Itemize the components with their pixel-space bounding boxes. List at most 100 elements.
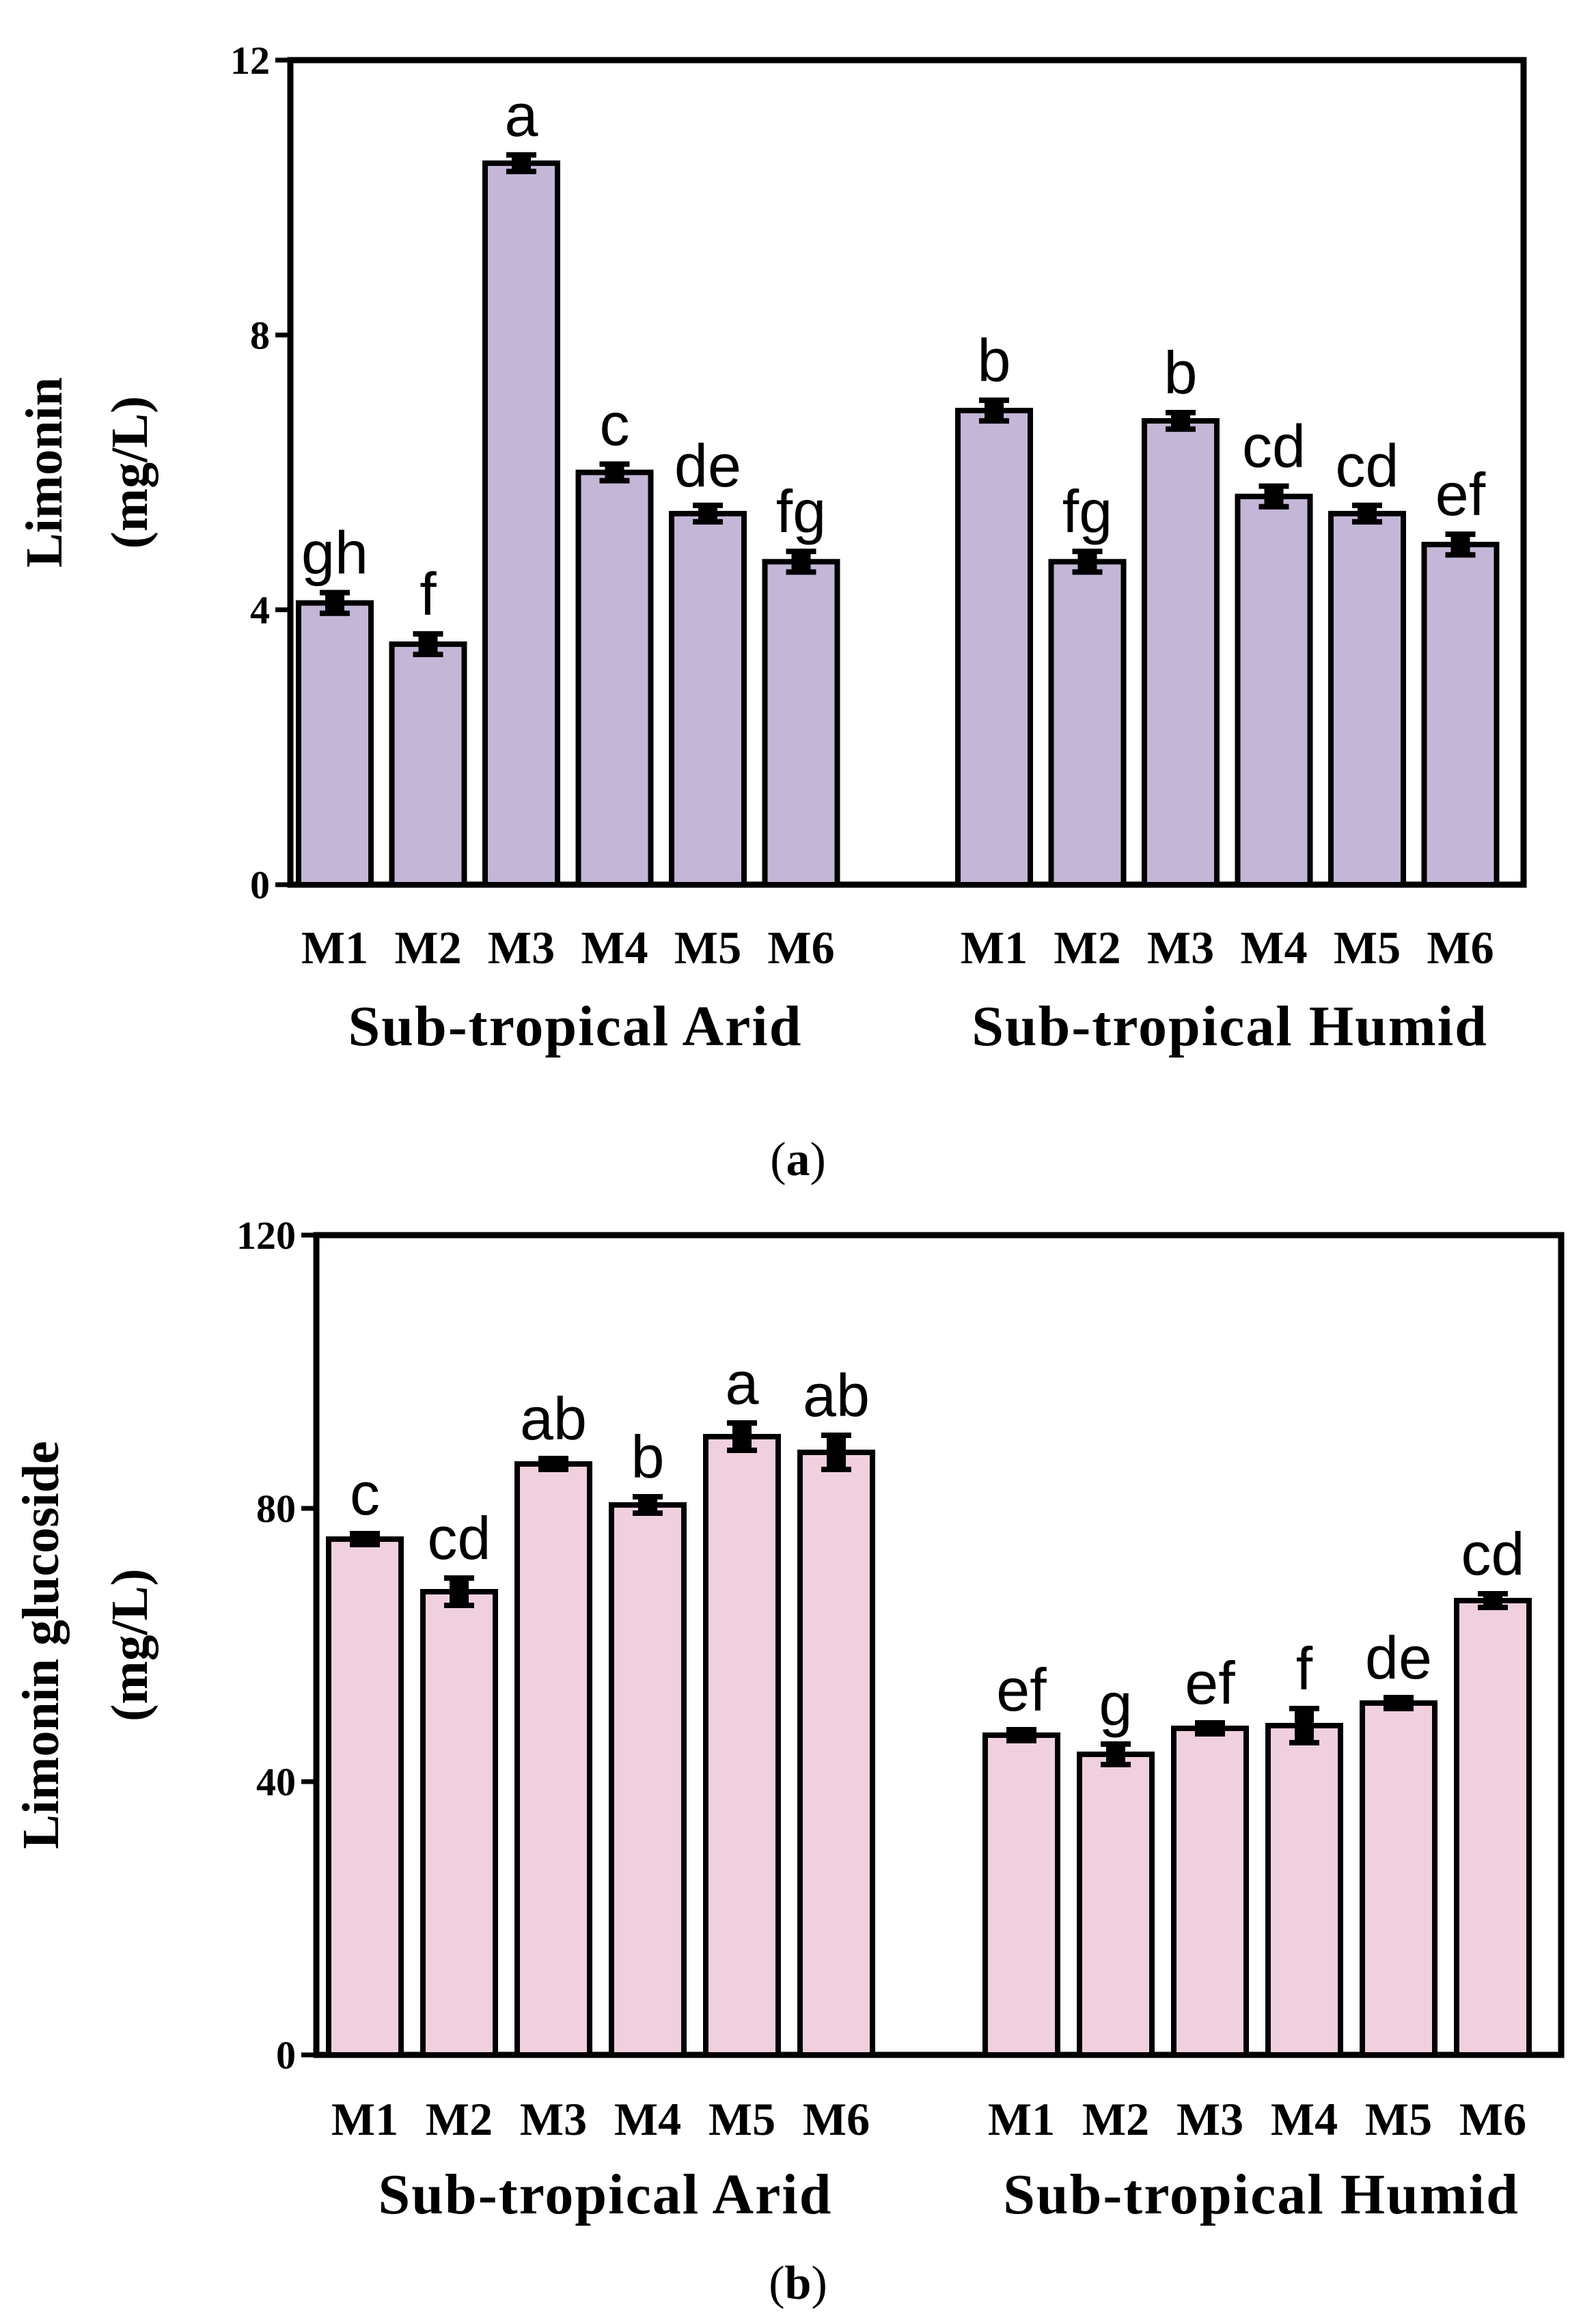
error-marker [512, 153, 531, 173]
bar [762, 559, 840, 888]
error-marker [698, 503, 717, 523]
significance-letter: ab [803, 1362, 870, 1429]
x-category-label: M5 [1334, 922, 1401, 973]
bar [797, 1450, 875, 2058]
x-category-label: M4 [1271, 2093, 1338, 2145]
x-category-label: M1 [331, 2093, 398, 2145]
significance-letter: b [978, 327, 1011, 394]
significance-letter: f [419, 560, 437, 628]
bar [514, 1461, 592, 2058]
bar [982, 1732, 1060, 2058]
bar [1171, 1726, 1249, 2058]
bar [1142, 418, 1220, 887]
error-marker [418, 632, 438, 656]
x-category-label: M3 [1177, 2093, 1243, 2145]
bar [1048, 559, 1127, 888]
bar [1235, 493, 1313, 887]
significance-letter: a [505, 81, 538, 149]
significance-letter: c [600, 390, 630, 458]
significance-letter: a [726, 1349, 759, 1417]
error-marker [1450, 533, 1470, 557]
bar [389, 641, 467, 887]
x-category-label: M4 [1240, 922, 1307, 973]
significance-letter: c [350, 1460, 380, 1528]
y-tick-label: 120 [236, 1213, 296, 1258]
significance-letter: ab [520, 1385, 587, 1452]
significance-letter: de [1365, 1624, 1432, 1691]
error-marker [1012, 1728, 1031, 1742]
chart-panel-a: 0 4 8 12 Limonin (mg/L) gh M1 f M2 a M3 c M4 de M5 fg M6 S… [16, 38, 1527, 1186]
y-tick-label: 8 [250, 313, 270, 357]
significance-letter: b [631, 1423, 665, 1491]
bar [575, 469, 654, 887]
y-tick-label: 40 [256, 1760, 296, 1804]
bar [1265, 1723, 1343, 2058]
error-marker [1077, 550, 1097, 574]
bar [1077, 1752, 1155, 2058]
x-category-label: M3 [488, 922, 555, 973]
chart-panel-b: 0 40 80 120 Limonin glucoside (mg/L) c M1 cd M2 ab… [12, 1213, 1565, 2310]
x-category-label: M4 [614, 2093, 681, 2145]
significance-letter: ef [996, 1656, 1047, 1724]
x-group-label: Sub-tropical Arid [348, 995, 803, 1058]
significance-letter: fg [1062, 478, 1112, 545]
error-marker [1389, 1696, 1408, 1710]
x-category-label: M6 [803, 2093, 870, 2145]
y-tick-label: 0 [250, 863, 270, 907]
x-category-label: M2 [394, 922, 461, 973]
significance-letter: ef [1435, 460, 1486, 528]
y-axis-label-line2: (mg/L) [101, 1568, 159, 1722]
error-marker [325, 591, 344, 615]
y-tick-label: 4 [250, 588, 270, 633]
error-marker [1106, 1743, 1125, 1766]
significance-letter: cd [428, 1504, 491, 1572]
y-axis-label-line1: Limonin glucoside [12, 1441, 70, 1849]
error-marker [791, 550, 811, 574]
error-marker [1200, 1722, 1220, 1735]
significance-letter: cd [1242, 413, 1306, 480]
x-category-label: M1 [961, 922, 1028, 973]
bar [482, 160, 560, 887]
bar [326, 1536, 404, 2058]
x-category-label: M3 [1147, 922, 1214, 973]
x-group-label: Sub-tropical Humid [972, 995, 1488, 1058]
bar [296, 600, 374, 887]
error-marker [1295, 1707, 1314, 1744]
significance-letter: ef [1185, 1649, 1235, 1717]
significance-letter: fg [776, 478, 826, 545]
error-marker [1264, 484, 1284, 508]
x-group-label: Sub-tropical Arid [379, 2163, 833, 2226]
x-category-label: M2 [426, 2093, 493, 2145]
significance-letter: gh [301, 519, 368, 587]
x-category-label: M5 [708, 2093, 775, 2145]
x-category-label: M6 [1459, 2093, 1526, 2145]
error-marker [638, 1495, 657, 1515]
bar [420, 1589, 498, 2058]
x-category-label: M5 [674, 922, 741, 973]
x-category-label: M1 [301, 922, 368, 973]
error-marker [1358, 503, 1377, 523]
x-category-label: M2 [1054, 922, 1120, 973]
bar [955, 407, 1033, 887]
x-category-label: M5 [1365, 2093, 1432, 2145]
bar [609, 1502, 687, 2058]
x-category-label: M4 [581, 922, 648, 973]
bar [1328, 510, 1406, 887]
significance-letter: de [674, 432, 741, 499]
plot-frame [313, 1232, 1565, 2058]
error-marker [1171, 411, 1190, 431]
error-marker [1483, 1592, 1502, 1609]
error-marker [732, 1422, 752, 1452]
bar [669, 510, 747, 887]
bar [1454, 1598, 1532, 2058]
y-axis-label-line1: Limonin [16, 377, 73, 568]
significance-letter: g [1099, 1670, 1133, 1738]
error-marker [827, 1434, 846, 1471]
bar [1421, 542, 1500, 887]
plot-frame [287, 57, 1527, 888]
y-tick-label: 0 [276, 2033, 296, 2077]
error-marker [544, 1457, 563, 1471]
bar [703, 1434, 781, 2058]
x-category-label: M1 [988, 2093, 1055, 2145]
